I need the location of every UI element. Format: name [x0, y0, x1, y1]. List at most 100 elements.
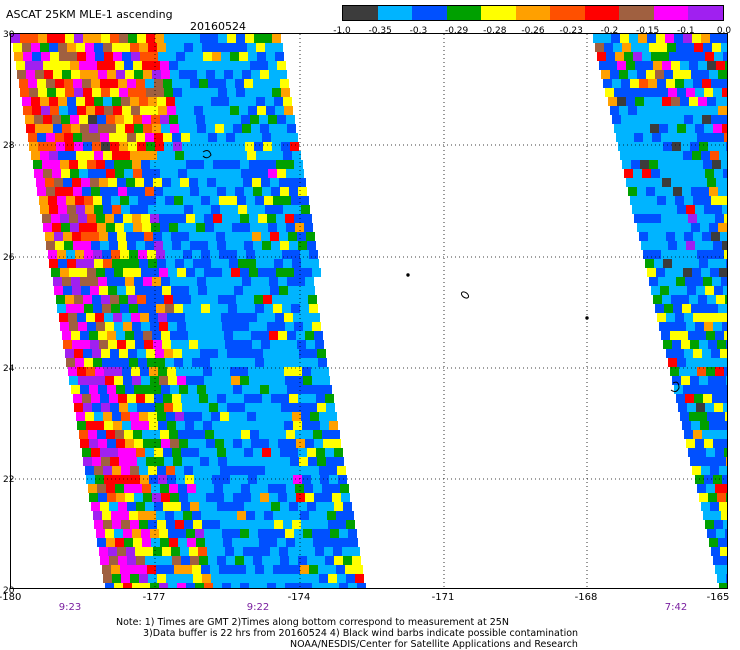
data-cell	[220, 205, 229, 214]
data-cell	[234, 286, 243, 295]
data-cell	[209, 403, 218, 412]
data-cell	[73, 133, 82, 142]
data-cell	[689, 295, 698, 304]
data-cell	[272, 457, 281, 466]
data-cell	[191, 403, 200, 412]
data-cell	[727, 421, 728, 430]
data-cell	[202, 466, 211, 475]
data-cell	[158, 367, 167, 376]
data-cell	[268, 538, 277, 547]
data-cell	[643, 133, 652, 142]
data-cell	[314, 331, 323, 340]
data-cell	[675, 313, 684, 322]
data-cell	[602, 34, 611, 43]
data-cell	[687, 403, 696, 412]
data-cell	[651, 169, 660, 178]
data-cell	[31, 43, 40, 52]
data-cell	[258, 529, 267, 538]
data-cell	[70, 169, 79, 178]
data-cell	[192, 196, 201, 205]
data-cell	[248, 52, 257, 61]
data-cell	[299, 403, 308, 412]
data-cell	[684, 196, 693, 205]
data-cell	[96, 376, 105, 385]
data-cell	[157, 151, 166, 160]
data-cell	[100, 556, 109, 565]
data-cell	[682, 421, 691, 430]
data-cell	[652, 214, 661, 223]
data-cell	[145, 502, 154, 511]
data-cell	[28, 133, 37, 142]
data-cell	[262, 556, 271, 565]
data-cell	[241, 223, 250, 232]
data-cell	[304, 484, 313, 493]
data-cell	[160, 223, 169, 232]
data-cell	[639, 115, 648, 124]
data-cell	[218, 403, 227, 412]
data-cell	[140, 367, 149, 376]
data-cell	[237, 250, 246, 259]
data-cell	[55, 187, 64, 196]
data-cell	[684, 232, 693, 241]
data-cell	[94, 205, 103, 214]
data-cell	[260, 439, 269, 448]
data-cell	[146, 403, 155, 412]
data-cell	[667, 160, 676, 169]
data-cell	[242, 277, 251, 286]
data-cell	[658, 43, 667, 52]
data-cell	[278, 124, 287, 133]
data-cell	[199, 502, 208, 511]
data-cell	[54, 286, 63, 295]
data-cell	[37, 79, 46, 88]
data-cell	[610, 106, 619, 115]
data-cell	[154, 187, 163, 196]
lon-tick-label: -171	[431, 592, 455, 603]
data-cell	[684, 313, 693, 322]
data-cell	[143, 331, 152, 340]
data-cell	[90, 286, 99, 295]
data-cell	[230, 106, 239, 115]
data-cell	[260, 124, 269, 133]
data-cell	[288, 286, 297, 295]
data-cell	[666, 313, 675, 322]
data-cell	[237, 196, 246, 205]
data-cell	[118, 502, 127, 511]
data-cell	[91, 79, 100, 88]
data-cell	[184, 466, 193, 475]
data-cell	[144, 340, 153, 349]
data-cell	[52, 169, 61, 178]
colorbar-segment	[481, 6, 516, 20]
data-cell	[101, 88, 110, 97]
data-cell	[118, 448, 127, 457]
data-cell	[43, 115, 52, 124]
data-cell	[251, 439, 260, 448]
data-cell	[179, 331, 188, 340]
data-cell	[246, 304, 255, 313]
data-cell	[223, 61, 232, 70]
data-cell	[691, 223, 700, 232]
time-label: 9:22	[246, 602, 270, 613]
data-cell	[320, 475, 329, 484]
data-cell	[64, 187, 73, 196]
data-cell	[727, 70, 728, 79]
data-cell	[164, 403, 173, 412]
data-cell	[673, 223, 682, 232]
data-cell	[322, 484, 331, 493]
data-cell	[318, 511, 327, 520]
data-cell	[67, 43, 76, 52]
data-cell	[157, 259, 166, 268]
data-cell	[46, 133, 55, 142]
data-cell	[726, 142, 727, 151]
data-cell	[272, 34, 281, 43]
data-cell	[295, 430, 304, 439]
data-cell	[319, 412, 328, 421]
data-cell	[283, 151, 292, 160]
data-cell	[169, 61, 178, 70]
data-cell	[665, 151, 674, 160]
data-cell	[612, 79, 621, 88]
data-cell	[54, 232, 63, 241]
data-cell	[106, 538, 115, 547]
data-cell	[85, 412, 94, 421]
data-cell	[154, 79, 163, 88]
data-cell	[296, 331, 305, 340]
